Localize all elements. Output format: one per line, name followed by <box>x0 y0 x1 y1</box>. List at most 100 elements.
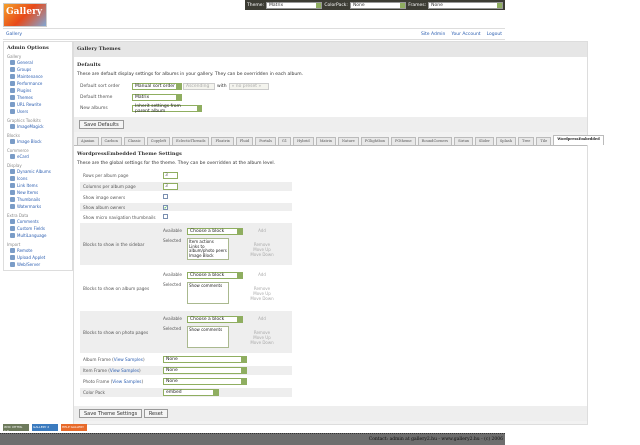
chevron-down-icon <box>237 229 242 234</box>
save-defaults-button[interactable]: Save Defaults <box>79 120 124 129</box>
new-albums-select[interactable]: Inherit settings from parent album <box>132 104 202 114</box>
tab-hybrid[interactable]: Hybrid <box>293 137 314 145</box>
tab-tree[interactable]: Tree <box>518 137 535 145</box>
photo-available-select[interactable]: Choose a block <box>187 316 243 323</box>
sidebar-move-up-button[interactable]: Move Up <box>253 247 271 252</box>
tab-matrix[interactable]: Matrix <box>315 137 336 145</box>
cols-input[interactable]: 3 <box>163 183 178 190</box>
sidebar-item-custom-fields[interactable]: Custom Fields <box>7 225 69 232</box>
xhtml-badge[interactable]: W3C XHTML 1.0 <box>3 424 29 433</box>
breadcrumb-gallery[interactable]: Gallery <box>6 31 23 37</box>
sidebar-item-general[interactable]: General <box>7 59 69 66</box>
item-frame-select[interactable]: None <box>163 367 247 374</box>
album-available-select[interactable]: Choose a block <box>187 272 243 279</box>
sidebar-move-down-button[interactable]: Move Down <box>250 252 274 257</box>
sidebar-item-multilanguage[interactable]: MultiLanguage <box>7 232 69 239</box>
tab-g1[interactable]: G1 <box>277 137 292 145</box>
photo-frame-select[interactable]: None <box>163 378 247 385</box>
site-admin-link[interactable]: Site Admin <box>420 31 446 37</box>
tab-roundcorners[interactable]: RoundCorners <box>417 137 453 145</box>
album-frame-select[interactable]: None <box>163 356 247 363</box>
sidebar-item-image-block[interactable]: Image Block <box>7 138 69 145</box>
sidebar-selected-list[interactable]: Item actions Links to album/photo peers Im… <box>187 238 229 260</box>
item-frame-samples-link[interactable]: View Samples <box>109 368 140 373</box>
logout-link[interactable]: Logout <box>486 31 502 37</box>
sidebar-item-link-items[interactable]: Link Items <box>7 182 69 189</box>
tab-slider[interactable]: Slider <box>474 137 494 145</box>
album-move-down-button[interactable]: Move Down <box>250 296 274 301</box>
album-owners-checkbox[interactable]: ✔ <box>163 204 168 210</box>
photo-add-button[interactable]: Add <box>258 316 266 321</box>
sidebar-item-maintenance[interactable]: Maintenance <box>7 73 69 80</box>
photo-move-down-button[interactable]: Move Down <box>250 340 274 345</box>
album-remove-button[interactable]: Remove <box>253 286 271 291</box>
frames-select[interactable]: None <box>428 1 504 9</box>
album-selected-list[interactable]: Show comments <box>187 282 229 304</box>
help-gallery-badge[interactable]: HELP GALLERY <box>61 424 87 431</box>
photo-selected-list[interactable]: Show comments <box>187 326 229 348</box>
sidebar-item-thumbnails[interactable]: Thumbnails <box>7 196 69 203</box>
sidebar-remove-button[interactable]: Remove <box>253 242 271 247</box>
sidebar-item-url-rewrite[interactable]: URL Rewrite <box>7 101 69 108</box>
sidebar-item-remote[interactable]: Remote <box>7 247 69 254</box>
default-theme-select[interactable]: Matrix <box>132 94 182 101</box>
photo-frame-samples-link[interactable]: View Samples <box>112 379 142 384</box>
album-frame-samples-link[interactable]: View Samples <box>113 357 143 362</box>
album-move-up-button[interactable]: Move Up <box>253 291 271 296</box>
logo-text: Gallery <box>6 7 43 17</box>
sidebar-item-web-server[interactable]: Web/Server <box>7 261 69 268</box>
theme-select[interactable]: Matrix <box>266 1 323 9</box>
tab-pglightbox[interactable]: PGlightbox <box>360 137 389 145</box>
tab-copyleft[interactable]: Copyleft <box>146 137 171 145</box>
gallery-logo[interactable]: Gallery <box>3 3 47 27</box>
sidebar-add-button[interactable]: Add <box>258 228 266 233</box>
sidebar-item-themes[interactable]: Themes <box>7 94 69 101</box>
sidebar-item-new-items[interactable]: New Items <box>7 189 69 196</box>
sidebar-item-groups[interactable]: Groups <box>7 66 69 73</box>
sidebar-available-select[interactable]: Choose a block <box>187 228 243 235</box>
save-theme-settings-button[interactable]: Save Theme Settings <box>79 409 143 418</box>
sidebar-item-icons[interactable]: Icons <box>7 175 69 182</box>
tab-floatrix[interactable]: Floatrix <box>211 137 234 145</box>
tab-classic[interactable]: Classic <box>123 137 145 145</box>
sidebar-item-upload-applet[interactable]: Upload Applet <box>7 254 69 261</box>
sidebar-item-imagemagick[interactable]: ImageMagick <box>7 123 69 130</box>
tab-portals[interactable]: Portals <box>255 137 276 145</box>
tab-pgtheme[interactable]: PGtheme <box>390 137 416 145</box>
image-owners-checkbox[interactable] <box>163 194 168 199</box>
tab-splash[interactable]: Splash <box>495 137 517 145</box>
selected-block[interactable]: Item actions <box>189 239 214 244</box>
photo-move-up-button[interactable]: Move Up <box>253 335 271 340</box>
sidebar-item-users[interactable]: Users <box>7 108 69 115</box>
tab-wordpressembedded[interactable]: WordpressEmbedded <box>553 135 604 145</box>
sidebar-item-ecard[interactable]: eCard <box>7 153 69 160</box>
colorpack-select[interactable]: None <box>349 1 407 9</box>
album-add-button[interactable]: Add <box>258 272 266 277</box>
selected-block[interactable]: Image Block <box>189 252 214 258</box>
selected-block[interactable]: Show comments <box>189 327 223 332</box>
sort-order-select[interactable]: Manual sort order <box>132 83 182 90</box>
tab-eclecticthreads[interactable]: EclecticThreads <box>172 137 210 145</box>
your-account-link[interactable]: Your Account <box>451 31 481 37</box>
reset-button[interactable]: Reset <box>143 409 168 418</box>
tab-tile[interactable]: Tile <box>536 137 552 145</box>
tab-siriux[interactable]: Siriux <box>454 137 473 145</box>
tab-fluid[interactable]: Fluid <box>235 137 254 145</box>
tab-carbon[interactable]: Carbon <box>100 137 122 145</box>
sidebar-item-dynamic-albums[interactable]: Dynamic Albums <box>7 168 69 175</box>
sidebar-item-comments[interactable]: Comments <box>7 218 69 225</box>
selected-block[interactable]: Links to album/photo peers <box>189 243 227 253</box>
colorpack-setting-select[interactable]: embed <box>163 389 219 396</box>
selected-block[interactable]: Show comments <box>189 283 223 288</box>
colorpack-setting-value: embed <box>166 390 182 395</box>
sidebar-item-watermarks[interactable]: Watermarks <box>7 203 69 210</box>
sidebar-item-plugins[interactable]: Plugins <box>7 87 69 94</box>
sidebar-item-performance[interactable]: Performance <box>7 80 69 87</box>
rows-input[interactable]: 3 <box>163 172 178 179</box>
gallery2-badge[interactable]: GALLERY 2 <box>32 424 58 431</box>
micro-nav-checkbox[interactable] <box>163 214 168 219</box>
photo-remove-button[interactable]: Remove <box>253 330 271 335</box>
sort-order-value: Manual sort order <box>135 84 175 89</box>
tab-ajaxian[interactable]: Ajaxian <box>77 137 99 145</box>
tab-nature[interactable]: Nature <box>337 137 359 145</box>
